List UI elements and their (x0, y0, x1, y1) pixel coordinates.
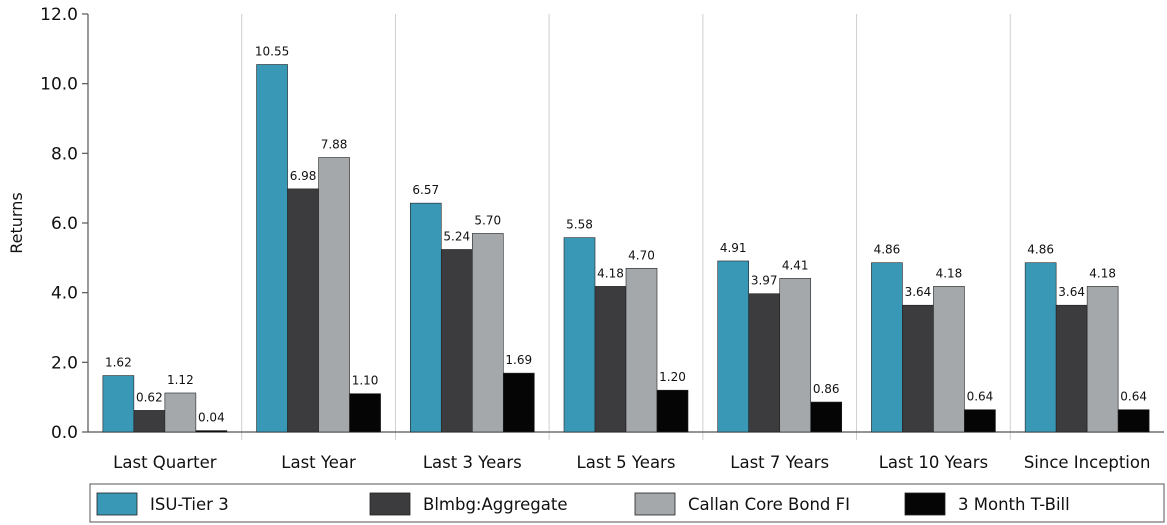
data-label: 0.86 (813, 382, 840, 396)
category-label: Since Inception (1024, 453, 1151, 472)
y-tick-label: 0.0 (51, 423, 78, 443)
data-label: 4.91 (720, 241, 747, 255)
category-label: Last 7 Years (730, 453, 829, 472)
bar (318, 157, 350, 433)
bar (102, 375, 135, 433)
category-label: Last Quarter (113, 453, 217, 472)
data-label: 10.55 (255, 45, 289, 59)
legend-label: ISU-Tier 3 (150, 495, 229, 514)
data-label: 4.86 (1027, 243, 1054, 257)
legend-swatch (96, 492, 138, 516)
bar (195, 430, 228, 433)
bar (625, 267, 658, 433)
data-label: 5.58 (566, 218, 593, 232)
data-label: 1.69 (505, 353, 532, 367)
data-label: 0.64 (1120, 390, 1147, 404)
data-label: 3.97 (751, 274, 778, 288)
bar (717, 260, 750, 433)
bar (871, 262, 903, 433)
data-label: 6.57 (412, 183, 439, 197)
bar (287, 188, 319, 433)
data-label: 4.18 (597, 266, 624, 280)
data-label: 4.86 (874, 243, 901, 257)
y-tick-label: 6.0 (51, 214, 78, 234)
data-label: 1.62 (105, 356, 132, 370)
bar (594, 286, 627, 433)
legend-swatch (369, 492, 411, 516)
bar (502, 372, 535, 433)
bar (471, 233, 504, 433)
y-tick-label: 4.0 (51, 284, 78, 304)
data-label: 1.12 (167, 373, 194, 387)
y-ticks: 0.0 2.0 4.0 6.0 8.0 10.0 12.0 (40, 5, 88, 443)
bar (1086, 286, 1119, 433)
bar (1024, 262, 1057, 433)
data-label: 4.70 (628, 248, 655, 262)
bar (563, 237, 596, 433)
data-label: 4.18 (936, 266, 963, 280)
data-label: 5.24 (443, 229, 470, 243)
data-label: 1.10 (352, 374, 379, 388)
bar (409, 202, 442, 433)
bars (102, 64, 1150, 433)
bar (933, 286, 965, 433)
data-label: 1.20 (659, 370, 686, 384)
bar (810, 401, 843, 433)
y-tick-label: 8.0 (51, 144, 78, 164)
bar (656, 389, 689, 433)
bar (164, 392, 197, 433)
bar (1117, 409, 1150, 433)
legend-swatch (904, 492, 946, 516)
legend: ISU-Tier 3 Blmbg:Aggregate Callan Core Bon… (89, 483, 1165, 523)
bar (133, 410, 166, 433)
data-label: 4.18 (1089, 266, 1116, 280)
legend-label: 3 Month T-Bill (958, 495, 1070, 514)
data-label: 0.62 (136, 390, 163, 404)
bar (779, 278, 812, 433)
bar (256, 64, 288, 433)
y-tick-label: 10.0 (40, 75, 78, 95)
category-labels: Last Quarter Last Year Last 3 Years Last 5 … (113, 453, 1150, 472)
data-label: 6.98 (290, 169, 317, 183)
category-label: Last Year (281, 453, 356, 472)
data-label: 4.41 (782, 258, 809, 272)
data-labels: 1.62 0.62 1.12 0.04 10.55 6.98 7.88 1.10 6.57 5.2… (105, 45, 1147, 425)
bar (964, 409, 996, 433)
bar (902, 304, 934, 433)
data-label: 0.64 (967, 390, 994, 404)
data-label: 7.88 (321, 138, 348, 152)
y-tick-label: 12.0 (40, 5, 78, 25)
bar (748, 293, 781, 433)
category-label: Last 5 Years (577, 453, 676, 472)
category-label: Last 3 Years (423, 453, 522, 472)
data-label: 3.64 (905, 285, 932, 299)
bar (440, 249, 473, 433)
legend-label: Blmbg:Aggregate (423, 495, 568, 514)
data-label: 5.70 (474, 213, 501, 227)
legend-label: Callan Core Bond FI (688, 495, 850, 514)
bar (1055, 304, 1088, 433)
data-label: 0.04 (198, 411, 225, 425)
category-separators (241, 14, 1011, 440)
legend-swatch (634, 492, 676, 516)
category-label: Last 10 Years (879, 453, 988, 472)
y-axis-title: Returns (7, 192, 26, 253)
data-label: 3.64 (1058, 285, 1085, 299)
y-tick-label: 2.0 (51, 353, 78, 373)
legend-frame (89, 483, 1165, 523)
bar (349, 393, 381, 433)
